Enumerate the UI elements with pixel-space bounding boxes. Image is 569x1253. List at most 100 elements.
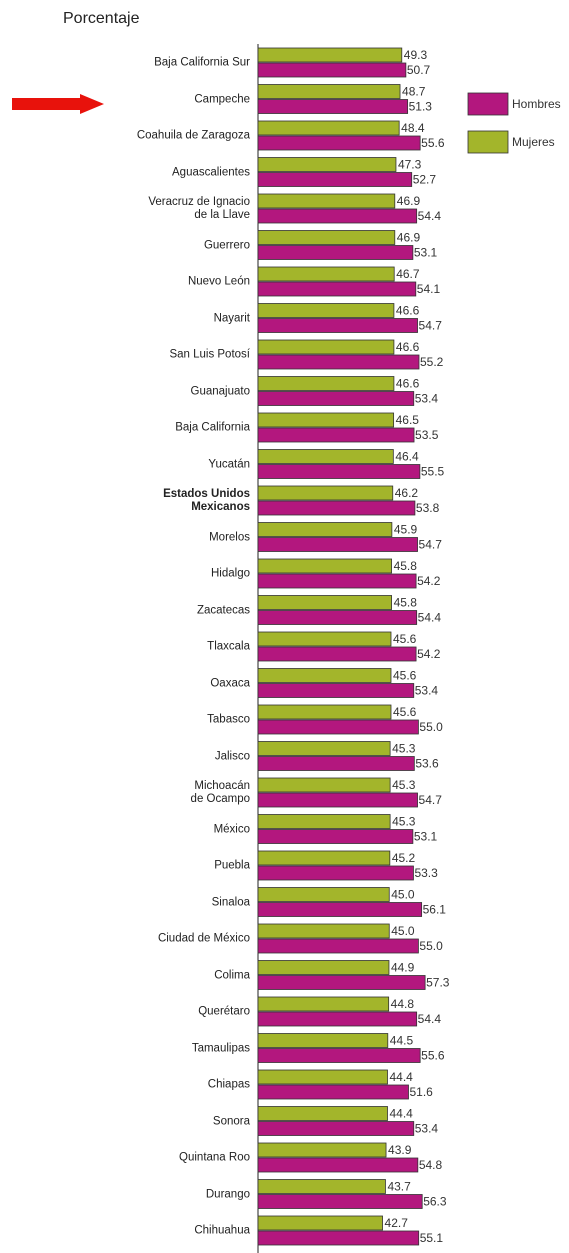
legend-label: Mujeres (512, 135, 555, 149)
bar (257, 376, 395, 391)
value-label: 46.2 (395, 486, 419, 500)
bar (257, 975, 426, 990)
bar (257, 84, 401, 99)
value-label: 54.7 (419, 793, 443, 807)
value-label: 48.7 (402, 85, 426, 99)
bar (257, 996, 390, 1012)
value-label: 54.2 (417, 647, 441, 661)
bar (257, 47, 403, 63)
category-label: San Luis Potosí (169, 348, 250, 361)
bar (257, 391, 415, 406)
value-label: 53.8 (416, 501, 440, 515)
value-label: 53.1 (414, 830, 438, 844)
bar (257, 230, 396, 245)
category-label: Durango (205, 1188, 250, 1200)
value-label: 47.3 (398, 158, 422, 172)
category-label: Guanajuato (190, 385, 250, 397)
bar (257, 1215, 383, 1231)
category-label: Yucatán (208, 458, 250, 470)
bar (257, 120, 400, 136)
value-label: 45.0 (391, 924, 415, 938)
category-label: Sinaloa (211, 896, 250, 908)
value-label: 45.6 (393, 632, 417, 646)
bar (257, 172, 413, 187)
bar (257, 960, 390, 975)
bar (257, 704, 392, 720)
bar (257, 1106, 388, 1121)
value-label: 45.2 (392, 851, 416, 865)
value-label: 54.8 (419, 1158, 443, 1172)
value-label: 46.6 (396, 304, 420, 318)
bar (257, 193, 396, 209)
bar (257, 1069, 388, 1085)
bar (257, 427, 415, 443)
bar (257, 631, 392, 647)
bar (257, 814, 391, 829)
category-label: Tlaxcala (207, 640, 250, 653)
category-label: Campeche (194, 93, 250, 105)
value-label: 55.6 (421, 136, 445, 150)
bar (257, 938, 419, 954)
bar (257, 354, 420, 370)
category-label: México (213, 823, 250, 835)
bar (257, 887, 390, 902)
value-label: 43.7 (387, 1180, 411, 1194)
bar (257, 500, 416, 516)
category-label: Sonora (212, 1115, 250, 1127)
value-label: 46.6 (396, 340, 420, 354)
bar (257, 558, 392, 574)
value-label: 45.0 (391, 888, 415, 902)
bar (257, 573, 417, 589)
category-label: Colima (214, 969, 250, 981)
value-label: 46.9 (397, 194, 421, 208)
bar (257, 339, 395, 355)
bar (257, 1230, 420, 1246)
value-label: 45.9 (394, 523, 418, 537)
bar (257, 1048, 421, 1063)
value-label: 54.4 (418, 209, 442, 223)
value-label: 55.0 (419, 720, 443, 734)
bar (257, 1157, 419, 1173)
bar (257, 266, 395, 282)
value-label: 45.3 (392, 815, 416, 829)
value-label: 54.4 (418, 1012, 442, 1026)
value-label: 53.5 (415, 428, 439, 442)
bar (257, 1084, 409, 1100)
bar (257, 62, 407, 78)
value-label: 44.5 (390, 1034, 414, 1048)
value-label: 55.0 (419, 939, 443, 953)
arrow-shaft (12, 98, 82, 110)
bar (257, 208, 418, 224)
category-label: Puebla (214, 859, 250, 872)
bar (257, 646, 417, 662)
value-label: 53.4 (415, 684, 439, 698)
value-label: 46.7 (396, 267, 420, 281)
value-label: 54.1 (417, 282, 441, 296)
category-label: Hidalgo (211, 567, 250, 580)
bar (257, 1194, 423, 1209)
bar (257, 850, 391, 866)
bar (257, 245, 414, 260)
value-label: 55.2 (420, 355, 444, 369)
category-label: Tamaulipas (191, 1042, 250, 1054)
category-label: Guerrero (203, 239, 250, 251)
bar (257, 756, 415, 771)
category-label: Veracruz de Ignacio de la Llave (148, 196, 250, 221)
category-label: Nayarit (213, 312, 250, 324)
legend-label: Hombres (512, 97, 561, 111)
bar (257, 303, 395, 318)
value-label: 45.8 (394, 559, 418, 573)
legend-swatch (467, 92, 509, 116)
bar (257, 485, 394, 501)
bar (257, 318, 418, 333)
category-label: Michoacán de Ocampo (190, 780, 250, 805)
bar (257, 792, 418, 808)
value-label: 55.1 (420, 1231, 444, 1245)
value-label: 42.7 (385, 1216, 409, 1230)
bar (257, 537, 418, 552)
category-label: Chihuahua (194, 1224, 250, 1237)
value-label: 54.7 (419, 319, 443, 333)
value-label: 46.9 (397, 231, 421, 245)
